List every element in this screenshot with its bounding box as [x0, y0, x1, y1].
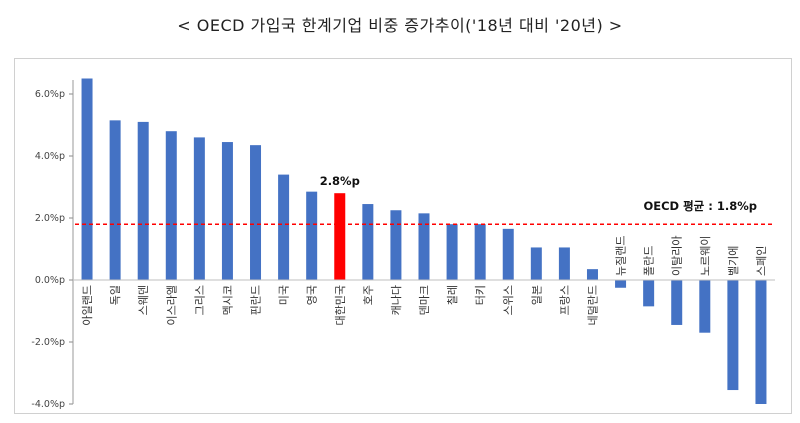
bar-스페인 [755, 280, 767, 404]
bar-스웨덴 [137, 121, 149, 281]
category-label: 멕시코 [221, 285, 234, 315]
bar-핀란드 [250, 145, 262, 280]
category-label: 터키 [474, 285, 487, 305]
bar-chart: 6.0%p 4.0%p 2.0%p 0.0%p -2.0%p -4.0%p 2.8%p O… [31, 78, 775, 410]
category-label: 호주 [362, 285, 375, 305]
average-label: OECD 평균 : 1.8%p [643, 199, 757, 213]
bar-아일랜드 [81, 78, 93, 280]
y-tick-label: 6.0%p [35, 89, 65, 100]
bar-터키 [474, 224, 486, 280]
bar-덴마크 [418, 213, 430, 280]
highlight-value-label: 2.8%p [320, 174, 360, 188]
category-label: 스위스 [502, 285, 515, 315]
bar-칠레 [446, 224, 458, 280]
bar-폴란드 [643, 280, 655, 307]
bar-뉴질랜드 [615, 280, 627, 288]
bar-스위스 [502, 228, 514, 280]
category-label: 칠레 [446, 285, 459, 305]
category-label: 뉴질랜드 [615, 236, 628, 276]
bar-노르웨이 [699, 280, 711, 333]
category-label: 일본 [529, 285, 543, 305]
category-label: 스페인 [755, 246, 768, 276]
y-axis-ticks: 6.0%p 4.0%p 2.0%p 0.0%p -2.0%p -4.0%p [31, 80, 74, 410]
bar-영국 [306, 191, 318, 280]
bar-프랑스 [558, 247, 570, 280]
y-tick-label: 0.0%p [35, 275, 65, 286]
category-labels: 아일랜드 독일 스웨덴 이스라엘 그리스 멕시코 핀란드 미국 영국 대한민국 호주 캐나다 덴마크 칠레… [80, 236, 768, 326]
y-tick-label: 4.0%p [35, 151, 65, 162]
category-label: 노르웨이 [699, 236, 712, 276]
category-label: 이스라엘 [165, 285, 178, 325]
bar-벨기에 [727, 280, 739, 391]
bars [81, 78, 767, 404]
bar-멕시코 [221, 142, 233, 280]
category-label: 아일랜드 [80, 285, 94, 325]
category-label: 그리스 [193, 285, 206, 315]
bar-일본 [530, 247, 542, 280]
bar-캐나다 [390, 210, 402, 280]
chart-panel: 6.0%p 4.0%p 2.0%p 0.0%p -2.0%p -4.0%p 2.8%p O… [14, 58, 792, 414]
category-label: 덴마크 [418, 285, 431, 315]
y-tick-label: -2.0%p [31, 337, 65, 348]
category-label: 미국 [278, 285, 291, 305]
bar-이스라엘 [165, 131, 177, 280]
category-label: 대한민국 [334, 285, 347, 325]
bar-호주 [362, 204, 374, 280]
category-label: 캐나다 [390, 285, 403, 315]
category-label: 프랑스 [558, 285, 571, 315]
bar-그리스 [193, 137, 205, 280]
category-label: 벨기에 [727, 246, 740, 276]
bar-미국 [278, 174, 290, 280]
category-label: 스웨덴 [137, 285, 150, 315]
bar-이탈리아 [671, 280, 683, 325]
category-label: 영국 [306, 285, 319, 305]
bar-네덜란드 [586, 269, 598, 280]
bar-독일 [109, 120, 121, 280]
y-tick-label: 2.0%p [35, 213, 65, 224]
category-label: 폴란드 [643, 246, 656, 276]
y-tick-label: -4.0%p [31, 399, 65, 410]
category-label: 독일 [108, 285, 122, 305]
category-label: 이탈리아 [671, 236, 684, 276]
category-label: 핀란드 [250, 285, 263, 315]
bar-대한민국 [334, 193, 346, 280]
chart-title: < OECD 가입국 한계기업 비중 증가추이('18년 대비 '20년) > [177, 16, 623, 35]
category-label: 네덜란드 [586, 285, 599, 325]
